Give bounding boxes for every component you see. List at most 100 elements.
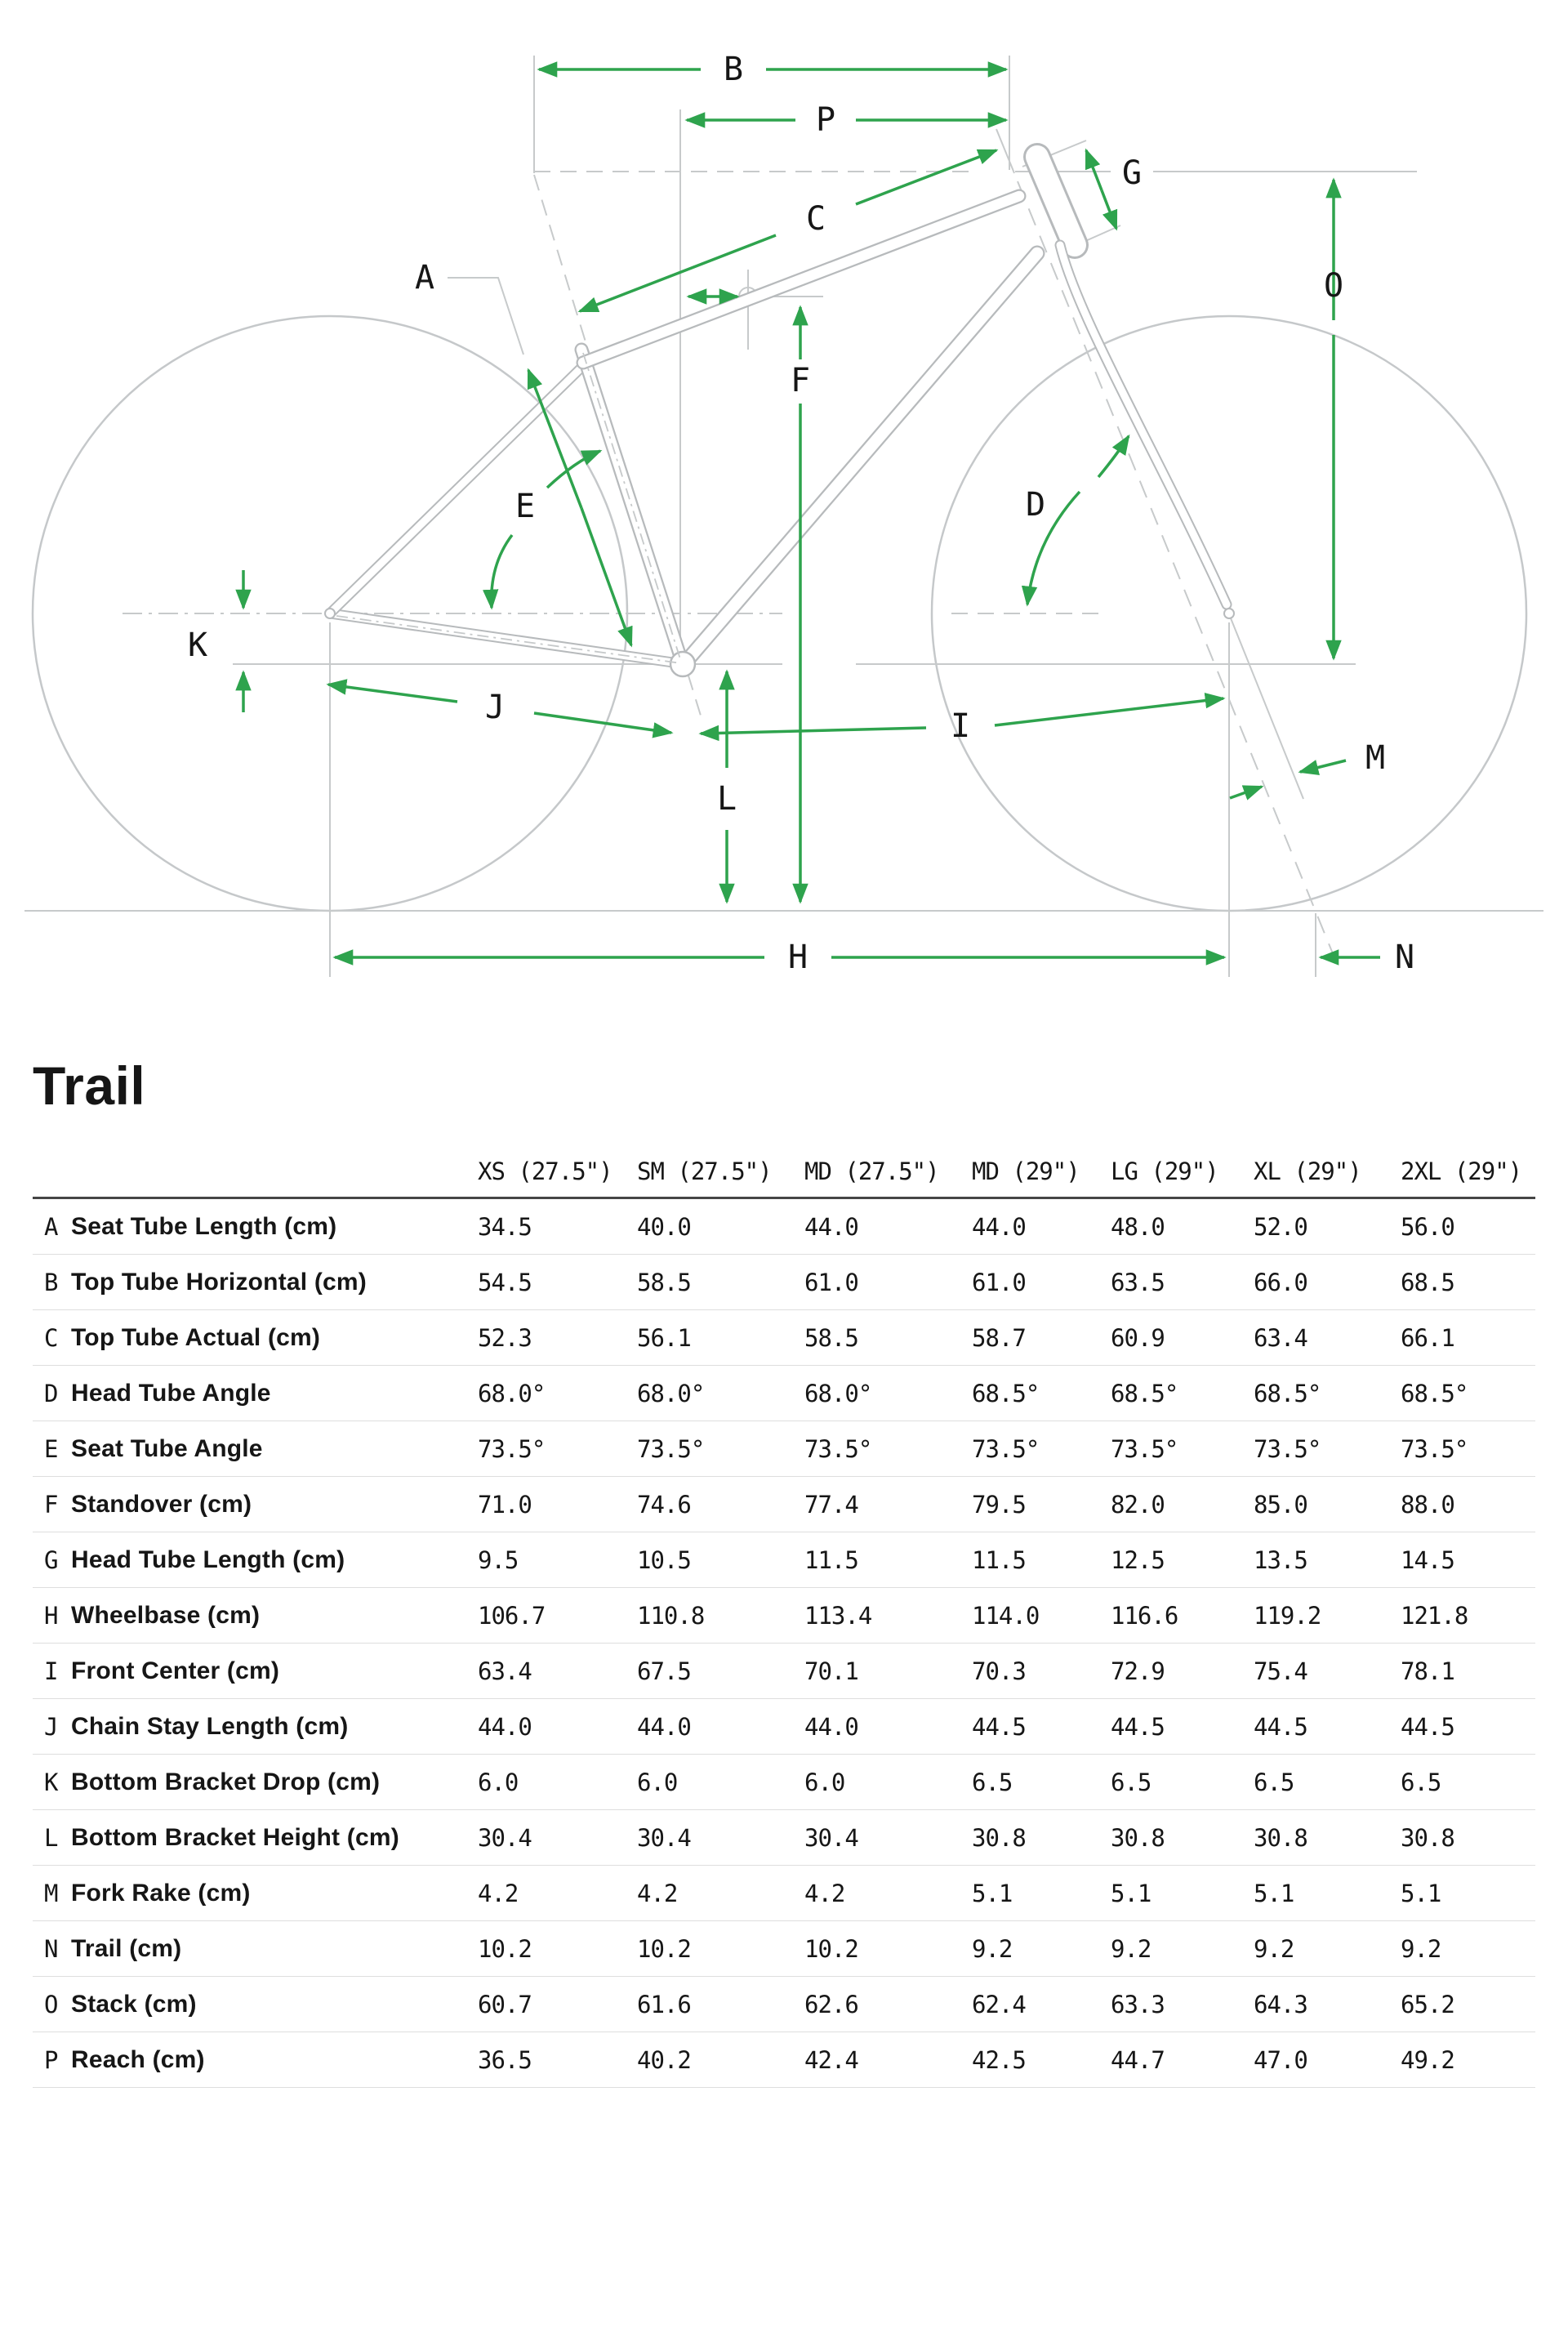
- row-letter: P: [44, 2045, 58, 2074]
- table-row: L Bottom Bracket Height (cm) 30.4 30.4 30.4 3…: [33, 1810, 1535, 1866]
- row-label: Head Tube Length (cm): [71, 1545, 345, 1573]
- row-value: 73.5°: [637, 1434, 705, 1463]
- row-label: Top Tube Actual (cm): [71, 1323, 321, 1351]
- row-letter: J: [44, 1712, 58, 1741]
- row-value: 4.2: [637, 1879, 678, 1907]
- row-value: 44.5: [972, 1712, 1027, 1741]
- row-letter: K: [44, 1768, 58, 1796]
- row-value: 6.5: [1111, 1768, 1152, 1796]
- row-value: 6.5: [1401, 1768, 1441, 1796]
- row-value: 30.8: [1401, 1823, 1455, 1852]
- dim-label-o: O: [1324, 267, 1343, 305]
- row-value: 73.5°: [1254, 1434, 1321, 1463]
- row-value: 65.2: [1401, 1990, 1455, 2018]
- row-value: 68.0°: [804, 1379, 872, 1407]
- dim-label-h: H: [788, 939, 808, 976]
- dimension-labels: A B C D E F G H I J K L M N O P: [188, 51, 1414, 976]
- row-value: 61.0: [972, 1268, 1027, 1296]
- row-value: 40.2: [637, 2045, 692, 2074]
- row-value: 10.2: [804, 1934, 859, 1963]
- row-label: Stack (cm): [71, 1990, 197, 2018]
- row-value: 68.0°: [637, 1379, 705, 1407]
- frame: [324, 143, 1235, 678]
- row-value: 9.2: [972, 1934, 1013, 1963]
- row-value: 5.1: [1254, 1879, 1294, 1907]
- bike-geometry-svg: A B C D E F G H I J K L M N O P: [24, 51, 1544, 977]
- row-value: 44.0: [804, 1712, 859, 1741]
- row-value: 73.5°: [478, 1434, 546, 1463]
- dim-label-m: M: [1365, 739, 1385, 777]
- row-value: 63.5: [1111, 1268, 1165, 1296]
- row-value: 6.0: [478, 1768, 519, 1796]
- row-value: 49.2: [1401, 2045, 1455, 2074]
- row-value: 12.5: [1111, 1545, 1165, 1574]
- row-value: 62.4: [972, 1990, 1027, 2018]
- row-value: 68.5°: [1111, 1379, 1178, 1407]
- row-value: 78.1: [1401, 1657, 1455, 1685]
- construction-lines: [24, 56, 1544, 977]
- row-value: 82.0: [1111, 1490, 1165, 1519]
- row-letter: A: [44, 1212, 58, 1241]
- row-value: 64.3: [1254, 1990, 1308, 2018]
- row-value: 67.5: [637, 1657, 692, 1685]
- row-label: Bottom Bracket Height (cm): [71, 1823, 399, 1851]
- row-value: 42.4: [804, 2045, 859, 2074]
- row-value: 42.5: [972, 2045, 1027, 2074]
- row-value: 77.4: [804, 1490, 859, 1519]
- row-value: 30.4: [804, 1823, 859, 1852]
- table-row: H Wheelbase (cm) 106.7 110.8 113.4 114.0 116.6…: [33, 1588, 1535, 1644]
- table-row: P Reach (cm) 36.5 40.2 42.4 42.5 44.7 47.0 49.2: [33, 2032, 1535, 2088]
- row-letter: L: [44, 1823, 58, 1852]
- row-value: 63.4: [1254, 1323, 1308, 1352]
- dim-label-p: P: [816, 101, 835, 139]
- row-value: 79.5: [972, 1490, 1027, 1519]
- row-value: 30.8: [1111, 1823, 1165, 1852]
- row-value: 56.1: [637, 1323, 692, 1352]
- column-header: SM (27.5"): [637, 1157, 773, 1185]
- row-value: 114.0: [972, 1601, 1040, 1630]
- row-value: 40.0: [637, 1212, 692, 1241]
- row-letter: H: [44, 1601, 58, 1630]
- row-value: 68.5°: [1254, 1379, 1321, 1407]
- row-value: 60.7: [478, 1990, 532, 2018]
- row-letter: N: [44, 1934, 58, 1963]
- row-value: 47.0: [1254, 2045, 1308, 2074]
- row-value: 73.5°: [804, 1434, 872, 1463]
- bike-geometry-diagram: A B C D E F G H I J K L M N O P: [0, 0, 1568, 1021]
- column-header: 2XL (29"): [1401, 1157, 1522, 1185]
- row-value: 106.7: [478, 1601, 546, 1630]
- dim-label-j: J: [485, 689, 505, 726]
- row-value: 36.5: [478, 2045, 532, 2074]
- row-value: 66.1: [1401, 1323, 1455, 1352]
- row-letter: G: [44, 1545, 58, 1574]
- table-row: J Chain Stay Length (cm) 44.0 44.0 44.0 44.5 4…: [33, 1699, 1535, 1755]
- table-row: E Seat Tube Angle 73.5° 73.5° 73.5° 73.5° 73.5…: [33, 1421, 1535, 1477]
- row-value: 68.5°: [1401, 1379, 1468, 1407]
- row-value: 85.0: [1254, 1490, 1308, 1519]
- geometry-table-rows: A Seat Tube Length (cm) 34.5 40.0 44.0 44.0 48…: [33, 1199, 1535, 2088]
- row-value: 73.5°: [1111, 1434, 1178, 1463]
- row-letter: O: [44, 1990, 58, 2018]
- row-value: 4.2: [478, 1879, 519, 1907]
- row-value: 70.3: [972, 1657, 1027, 1685]
- row-value: 113.4: [804, 1601, 872, 1630]
- dim-label-f: F: [791, 362, 810, 399]
- table-row: G Head Tube Length (cm) 9.5 10.5 11.5 11.5 12.…: [33, 1532, 1535, 1588]
- row-value: 30.4: [478, 1823, 532, 1852]
- row-value: 6.5: [1254, 1768, 1294, 1796]
- row-label: Head Tube Angle: [71, 1379, 271, 1407]
- row-value: 30.8: [972, 1823, 1027, 1852]
- row-value: 60.9: [1111, 1323, 1165, 1352]
- row-letter: M: [44, 1879, 58, 1907]
- row-value: 10.2: [478, 1934, 532, 1963]
- row-value: 9.2: [1254, 1934, 1294, 1963]
- row-value: 68.5: [1401, 1268, 1455, 1296]
- row-value: 30.8: [1254, 1823, 1308, 1852]
- row-value: 9.2: [1111, 1934, 1152, 1963]
- row-letter: F: [44, 1490, 58, 1519]
- row-value: 70.1: [804, 1657, 859, 1685]
- row-value: 88.0: [1401, 1490, 1455, 1519]
- row-label: Standover (cm): [71, 1490, 252, 1518]
- row-value: 73.5°: [1401, 1434, 1468, 1463]
- row-value: 44.7: [1111, 2045, 1165, 2074]
